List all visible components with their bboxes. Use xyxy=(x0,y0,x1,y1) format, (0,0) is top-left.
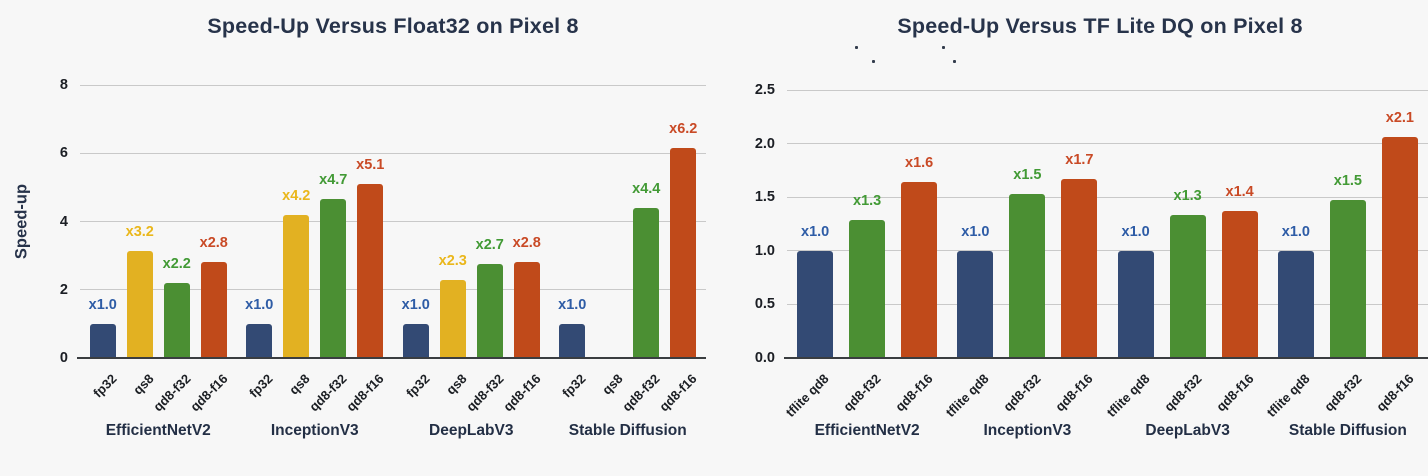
bar-value-label: x1.0 xyxy=(558,296,587,313)
bar-qd8-f16-EfficientNetV2 xyxy=(200,261,227,358)
bar-value-label: x1.3 xyxy=(853,192,882,209)
gridline xyxy=(787,143,1428,145)
bar-qd8-f32-DeepLabV3 xyxy=(476,264,503,358)
bar-value-label: x2.2 xyxy=(162,255,191,272)
artifact-dot xyxy=(953,60,956,63)
bar-qs8-DeepLabV3 xyxy=(439,279,466,358)
bar-value-label: x2.1 xyxy=(1385,110,1414,127)
plot-area-tflite-dq: 0.0 0.5 1.0 1.5 2.0 2.5 x1.0 tflite qd8 x1.3 qd8-… xyxy=(755,82,1428,439)
gridline xyxy=(80,289,706,291)
y-tick-label: 2 xyxy=(59,281,68,298)
bar-value-label: x1.0 xyxy=(1281,223,1310,240)
gridline xyxy=(787,196,1428,198)
y-tick-label: 0.5 xyxy=(754,296,775,313)
group-label-DeepLabV3: DeepLabV3 xyxy=(1145,422,1230,439)
bar-qd8-f16-Stable-Diffusion xyxy=(670,148,697,358)
group-label-InceptionV3: InceptionV3 xyxy=(983,422,1072,439)
gridline xyxy=(787,250,1428,252)
y-tick-label: 6 xyxy=(59,145,68,162)
y-tick-label: 1.0 xyxy=(754,242,775,259)
bar-value-label: x1.0 xyxy=(245,296,274,313)
bar-value-label: x6.2 xyxy=(669,121,698,138)
group-label-EfficientNetV2: EfficientNetV2 xyxy=(105,422,211,439)
group-label-Stable-Diffusion: Stable Diffusion xyxy=(568,422,687,439)
bar-value-label: x1.0 xyxy=(1121,223,1150,240)
group-label-EfficientNetV2: EfficientNetV2 xyxy=(814,422,920,439)
artifact-dot xyxy=(872,60,875,63)
y-tick-label: 8 xyxy=(59,77,68,93)
bar-value-label: x3.2 xyxy=(125,223,154,240)
bar-qd8-f16-Stable-Diffusion xyxy=(1381,137,1418,358)
x-tick-label: tflite qd8 xyxy=(782,371,832,420)
bar-fp32-InceptionV3 xyxy=(246,323,273,358)
bar-qd8-f32-DeepLabV3 xyxy=(1169,215,1206,358)
bar-value-label: x2.3 xyxy=(438,252,467,269)
bar-value-label: x1.3 xyxy=(1173,188,1202,205)
y-tick-label: 2.0 xyxy=(754,135,775,152)
gridline xyxy=(80,84,706,86)
bar-tflite-qd8-DeepLabV3 xyxy=(1117,250,1154,358)
bar-qs8-EfficientNetV2 xyxy=(126,250,153,358)
bar-value-label: x1.6 xyxy=(905,155,934,172)
bar-value-label: x1.4 xyxy=(1225,184,1254,201)
chart-title-tflite-dq: Speed-Up Versus TF Lite DQ on Pixel 8 xyxy=(897,14,1303,38)
gridline xyxy=(80,221,706,222)
group-label-Stable-Diffusion: Stable Diffusion xyxy=(1288,422,1407,439)
bar-qd8-f32-InceptionV3 xyxy=(1009,193,1046,358)
artifact-dot xyxy=(855,46,858,49)
bar-value-label: x1.7 xyxy=(1065,151,1094,168)
bar-value-label: x2.7 xyxy=(475,237,504,254)
bar-fp32-Stable-Diffusion xyxy=(559,323,586,358)
bar-fp32-EfficientNetV2 xyxy=(89,323,116,358)
bar-value-label: x5.1 xyxy=(356,156,385,173)
bar-qd8-f16-InceptionV3 xyxy=(1061,178,1098,358)
gridline xyxy=(80,152,706,154)
gridline xyxy=(787,303,1428,305)
plot-area-float32: 0 2 4 6 8 x1.0 fp32 x3.2 qs8 x2.2 qd8-f32 x2.8 qd8-f… xyxy=(60,77,706,439)
bar-qd8-f32-InceptionV3 xyxy=(320,199,347,358)
bar-value-label: x1.5 xyxy=(1333,173,1362,190)
bar-value-label: x1.5 xyxy=(1013,166,1042,183)
bar-value-label: x1.0 xyxy=(961,223,990,240)
bar-value-label: x1.0 xyxy=(401,296,430,313)
bar-fp32-DeepLabV3 xyxy=(402,323,429,358)
bar-tflite-qd8-InceptionV3 xyxy=(957,250,994,358)
bar-value-label: x4.4 xyxy=(632,180,661,197)
bar-qd8-f16-EfficientNetV2 xyxy=(901,182,938,358)
bar-value-label: x2.8 xyxy=(199,234,228,251)
bar-value-label: x4.7 xyxy=(319,172,348,189)
y-tick-label: 0.0 xyxy=(754,350,775,366)
bar-value-label: x4.2 xyxy=(282,188,311,205)
bar-qs8-InceptionV3 xyxy=(283,215,310,358)
bar-qd8-f16-DeepLabV3 xyxy=(1221,211,1258,358)
y-tick-label: 4 xyxy=(59,213,68,230)
y-tick-label: 1.5 xyxy=(754,189,775,206)
artifact-dot xyxy=(942,46,945,49)
bar-qd8-f16-DeepLabV3 xyxy=(513,262,540,358)
bar-value-label: x1.0 xyxy=(88,296,117,313)
bar-qd8-f32-EfficientNetV2 xyxy=(163,282,190,358)
group-label-DeepLabV3: DeepLabV3 xyxy=(429,422,514,439)
bar-qd8-f32-EfficientNetV2 xyxy=(849,219,886,358)
bar-qd8-f16-InceptionV3 xyxy=(357,183,384,358)
bar-tflite-qd8-Stable-Diffusion xyxy=(1277,250,1314,358)
chart-title-float32: Speed-Up Versus Float32 on Pixel 8 xyxy=(207,14,579,38)
y-tick-label: 0 xyxy=(59,350,68,366)
gridline xyxy=(787,89,1428,91)
bar-qd8-f32-Stable-Diffusion xyxy=(1329,200,1366,358)
y-tick-label: 2.5 xyxy=(754,82,775,98)
bar-qd8-f32-Stable-Diffusion xyxy=(633,207,660,358)
x-axis-baseline xyxy=(77,357,706,359)
group-label-InceptionV3: InceptionV3 xyxy=(270,422,359,439)
bar-value-label: x2.8 xyxy=(512,235,541,252)
x-axis-baseline xyxy=(784,357,1428,359)
bar-value-label: x1.0 xyxy=(801,223,830,240)
bar-tflite-qd8-EfficientNetV2 xyxy=(797,250,834,358)
